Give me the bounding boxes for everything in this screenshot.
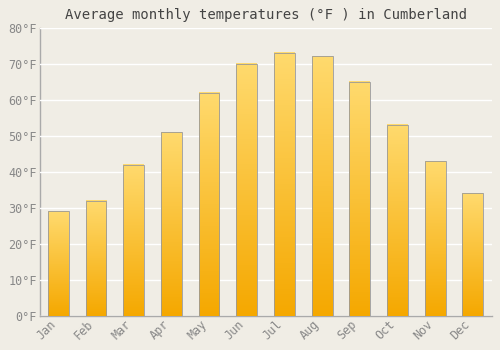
Title: Average monthly temperatures (°F ) in Cumberland: Average monthly temperatures (°F ) in Cu… bbox=[64, 8, 466, 22]
